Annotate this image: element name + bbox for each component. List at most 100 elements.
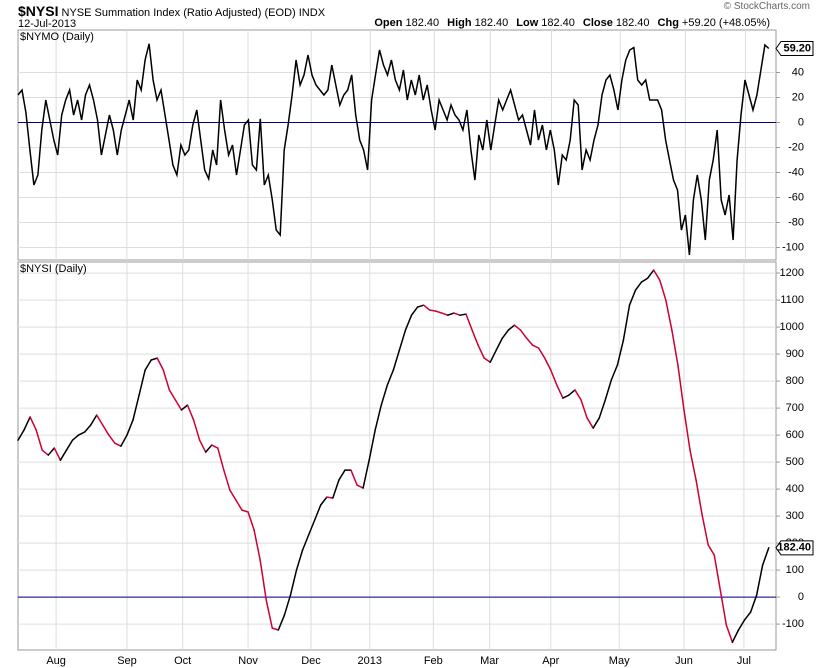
x-tick-label: Oct xyxy=(174,655,191,667)
x-tick-label: Apr xyxy=(542,655,559,667)
quote-value: +59.20 (+48.05%) xyxy=(681,17,770,29)
last-value-box xyxy=(775,540,814,556)
line-segment xyxy=(483,357,491,363)
y-tick-label: -80 xyxy=(788,216,804,228)
line-segment xyxy=(71,434,80,441)
quote-label: High xyxy=(447,17,472,29)
line-segment xyxy=(477,344,485,359)
line-segment xyxy=(713,554,722,591)
quote-value: 182.40 xyxy=(474,17,509,29)
line-segment xyxy=(41,449,50,456)
line-segment xyxy=(392,349,401,371)
line-segment xyxy=(204,444,213,453)
quote-label: Open xyxy=(374,17,403,29)
line-segment xyxy=(725,624,734,643)
quote-label: Chg xyxy=(657,17,679,29)
line-segment xyxy=(301,534,310,551)
line-segment xyxy=(610,364,619,381)
line-segment xyxy=(59,449,68,461)
panel-title: $NYSI (Daily) xyxy=(20,263,87,275)
line-segment xyxy=(543,357,552,371)
line-segment xyxy=(368,429,376,461)
line-segment xyxy=(386,369,395,386)
line-segment xyxy=(665,299,673,331)
line-segment xyxy=(89,414,98,426)
line-segment xyxy=(453,312,461,316)
line-segment xyxy=(271,627,280,631)
line-segment xyxy=(53,447,62,461)
x-tick-label: Nov xyxy=(238,655,258,667)
line-segment xyxy=(416,304,425,308)
y-tick-label: 1000 xyxy=(780,321,804,333)
line-segment xyxy=(404,314,413,331)
line-segment xyxy=(568,389,576,396)
line-segment xyxy=(689,449,697,481)
line-segment xyxy=(743,611,752,621)
y-tick-label: 0 xyxy=(798,591,804,603)
x-tick-label: Mar xyxy=(480,655,499,667)
line-segment xyxy=(277,614,286,631)
line-segment xyxy=(604,379,613,401)
line-segment xyxy=(380,384,389,406)
y-tick-label: 40 xyxy=(792,66,804,78)
line-segment xyxy=(283,594,292,616)
line-segment xyxy=(356,484,364,489)
y-tick-label: -40 xyxy=(788,166,804,178)
line-segment xyxy=(580,399,588,419)
line-segment xyxy=(374,404,383,431)
line-segment xyxy=(150,357,158,361)
x-tick-label: May xyxy=(609,655,630,667)
line-segment xyxy=(592,417,600,429)
line-segment xyxy=(556,384,564,399)
exchange: INDX xyxy=(298,7,326,19)
quote-value: 182.40 xyxy=(541,17,575,29)
line-segment xyxy=(313,504,322,521)
line-segment xyxy=(47,447,56,456)
panel-frame xyxy=(17,29,777,261)
line-segment xyxy=(562,394,570,399)
line-segment xyxy=(640,277,649,283)
line-segment xyxy=(737,619,746,631)
line-segment xyxy=(410,306,419,316)
line-segment xyxy=(507,324,516,331)
line-segment xyxy=(168,389,177,401)
line-segment xyxy=(108,434,116,444)
line-segment xyxy=(29,416,37,431)
line-segment xyxy=(519,329,528,339)
line-segment xyxy=(102,424,110,436)
line-segment xyxy=(683,409,691,451)
symbol: $NYSI xyxy=(18,3,59,19)
line-segment xyxy=(495,337,504,351)
y-tick-label: -100 xyxy=(782,241,804,253)
line-segment xyxy=(447,312,455,316)
line-segment xyxy=(162,369,171,391)
line-segment xyxy=(126,419,134,436)
y-tick-label: -100 xyxy=(782,618,804,630)
quote-value: 182.40 xyxy=(405,17,440,29)
y-tick-label: 100 xyxy=(786,564,804,576)
line-segment xyxy=(707,544,715,556)
line-segment xyxy=(398,329,407,351)
line-segment xyxy=(265,599,274,629)
line-segment xyxy=(132,394,140,421)
y-tick-label: 900 xyxy=(786,348,804,360)
y-tick-label: 700 xyxy=(786,402,804,414)
line-segment xyxy=(23,416,31,431)
line-segment xyxy=(719,589,728,626)
line-segment xyxy=(671,329,679,366)
line-segment xyxy=(646,269,655,279)
line-segment xyxy=(659,279,667,301)
line-segment xyxy=(677,364,685,411)
index-name: NYSE Summation Index (Ratio Adjusted) (E… xyxy=(61,7,296,19)
line-segment xyxy=(229,489,237,501)
panel-frame xyxy=(17,261,777,651)
line-segment xyxy=(247,511,255,531)
x-tick-label: 2013 xyxy=(358,655,382,667)
line-segment xyxy=(586,417,594,429)
line-segment xyxy=(210,444,219,449)
line-segment xyxy=(235,499,243,511)
line-segment xyxy=(83,424,92,433)
line-segment xyxy=(701,514,709,546)
line-segment xyxy=(192,419,201,441)
title-row: $NYSI NYSE Summation Index (Ratio Adjust… xyxy=(18,3,325,19)
